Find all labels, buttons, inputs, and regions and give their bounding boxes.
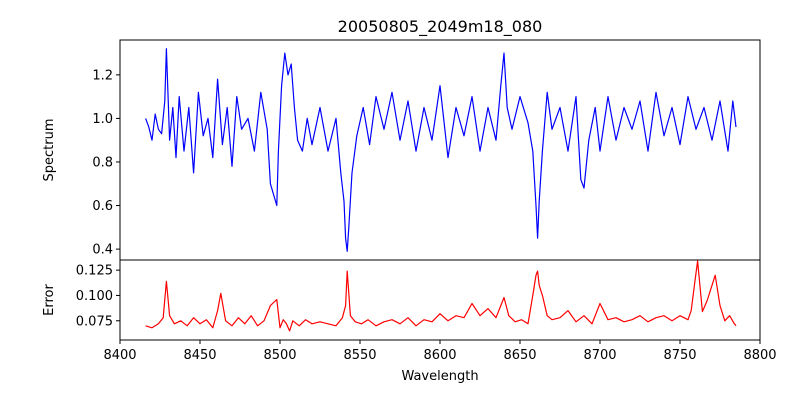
spectrum-y-tick-label: 0.4 [92, 243, 113, 258]
x-tick-label: 8800 [743, 348, 776, 363]
spectrum-y-tick-label: 0.8 [92, 155, 113, 170]
spectrum-y-tick-label: 1.2 [92, 68, 113, 83]
error-y-tick-label: 0.100 [76, 289, 113, 304]
x-tick-label: 8500 [263, 348, 296, 363]
spectrum-series-line [145, 48, 737, 252]
spectrum-axes-frame [119, 39, 761, 261]
error-x-ticks: 8400 8450 8500 8550 8600 8650 8700 8750 8800 [103, 340, 777, 363]
x-tick-label: 8550 [343, 348, 376, 363]
x-tick-label: 8750 [663, 348, 696, 363]
spectrum-panel: 0.4 0.6 0.8 1.0 1.2 Spectrum [42, 39, 761, 261]
x-tick-label: 8700 [583, 348, 616, 363]
error-series-line [145, 260, 737, 332]
error-y-ticks: 0.075 0.100 0.125 [76, 264, 120, 329]
x-tick-label: 8450 [183, 348, 216, 363]
spectrum-y-tick-label: 0.6 [92, 199, 113, 214]
x-axis-label: Wavelength [401, 369, 478, 384]
chart-title: 20050805_2049m18_080 [338, 17, 543, 37]
error-y-tick-label: 0.075 [76, 314, 113, 329]
error-y-axis-label: Error [42, 284, 57, 316]
x-tick-label: 8650 [503, 348, 536, 363]
error-panel: 0.075 0.100 0.125 8400 8450 8500 8550 8600 8650… [42, 259, 777, 384]
spectrum-y-ticks: 0.4 0.6 0.8 1.0 1.2 [92, 68, 120, 258]
spectrum-y-tick-label: 1.0 [92, 112, 113, 127]
x-tick-label: 8600 [423, 348, 456, 363]
error-axes-frame [119, 259, 761, 341]
error-y-tick-label: 0.125 [76, 264, 113, 279]
x-tick-label: 8400 [103, 348, 136, 363]
spectrum-y-axis-label: Spectrum [42, 119, 57, 182]
